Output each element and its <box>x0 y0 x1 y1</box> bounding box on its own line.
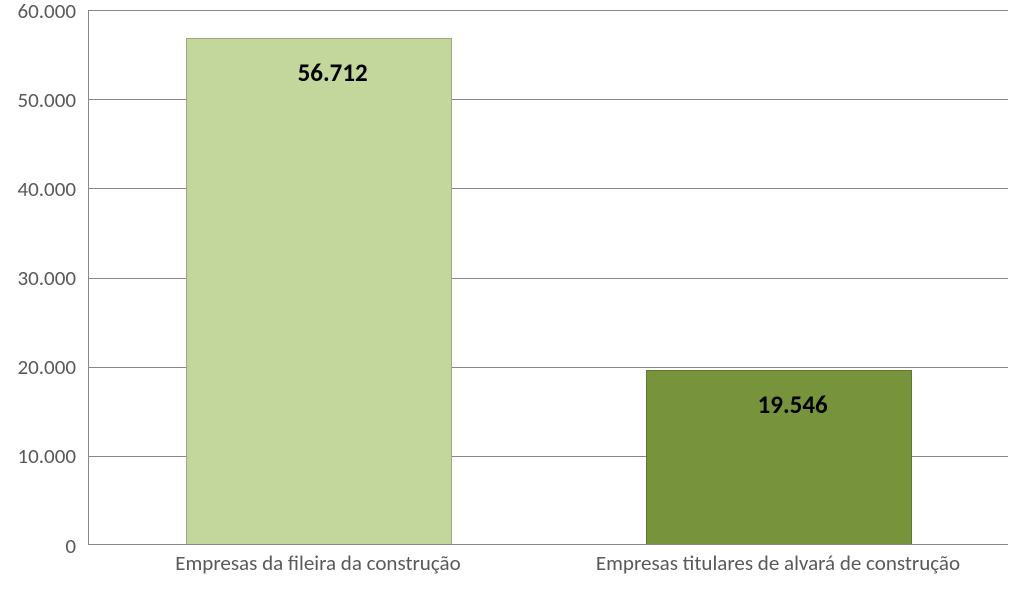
y-tick-label: 0 <box>0 533 76 559</box>
x-tick-label: Empresas da fileira da construção <box>106 551 529 576</box>
data-label: 56.712 <box>298 57 368 88</box>
plot-area: 56.712 19.546 <box>88 10 1008 545</box>
y-tick-label: 10.000 <box>0 443 76 469</box>
bar-chart: 56.712 19.546 0 10.000 20.000 30.000 40.000 50… <box>0 0 1024 616</box>
y-tick-label: 20.000 <box>0 354 76 380</box>
y-tick-label: 50.000 <box>0 87 76 113</box>
data-label: 19.546 <box>758 389 828 420</box>
y-tick-label: 40.000 <box>0 176 76 202</box>
y-tick-label: 60.000 <box>0 0 76 24</box>
gridline <box>89 10 1008 11</box>
bar <box>186 38 453 544</box>
y-tick-label: 30.000 <box>0 265 76 291</box>
x-tick-label: Empresas titulares de alvará de construç… <box>566 551 989 576</box>
